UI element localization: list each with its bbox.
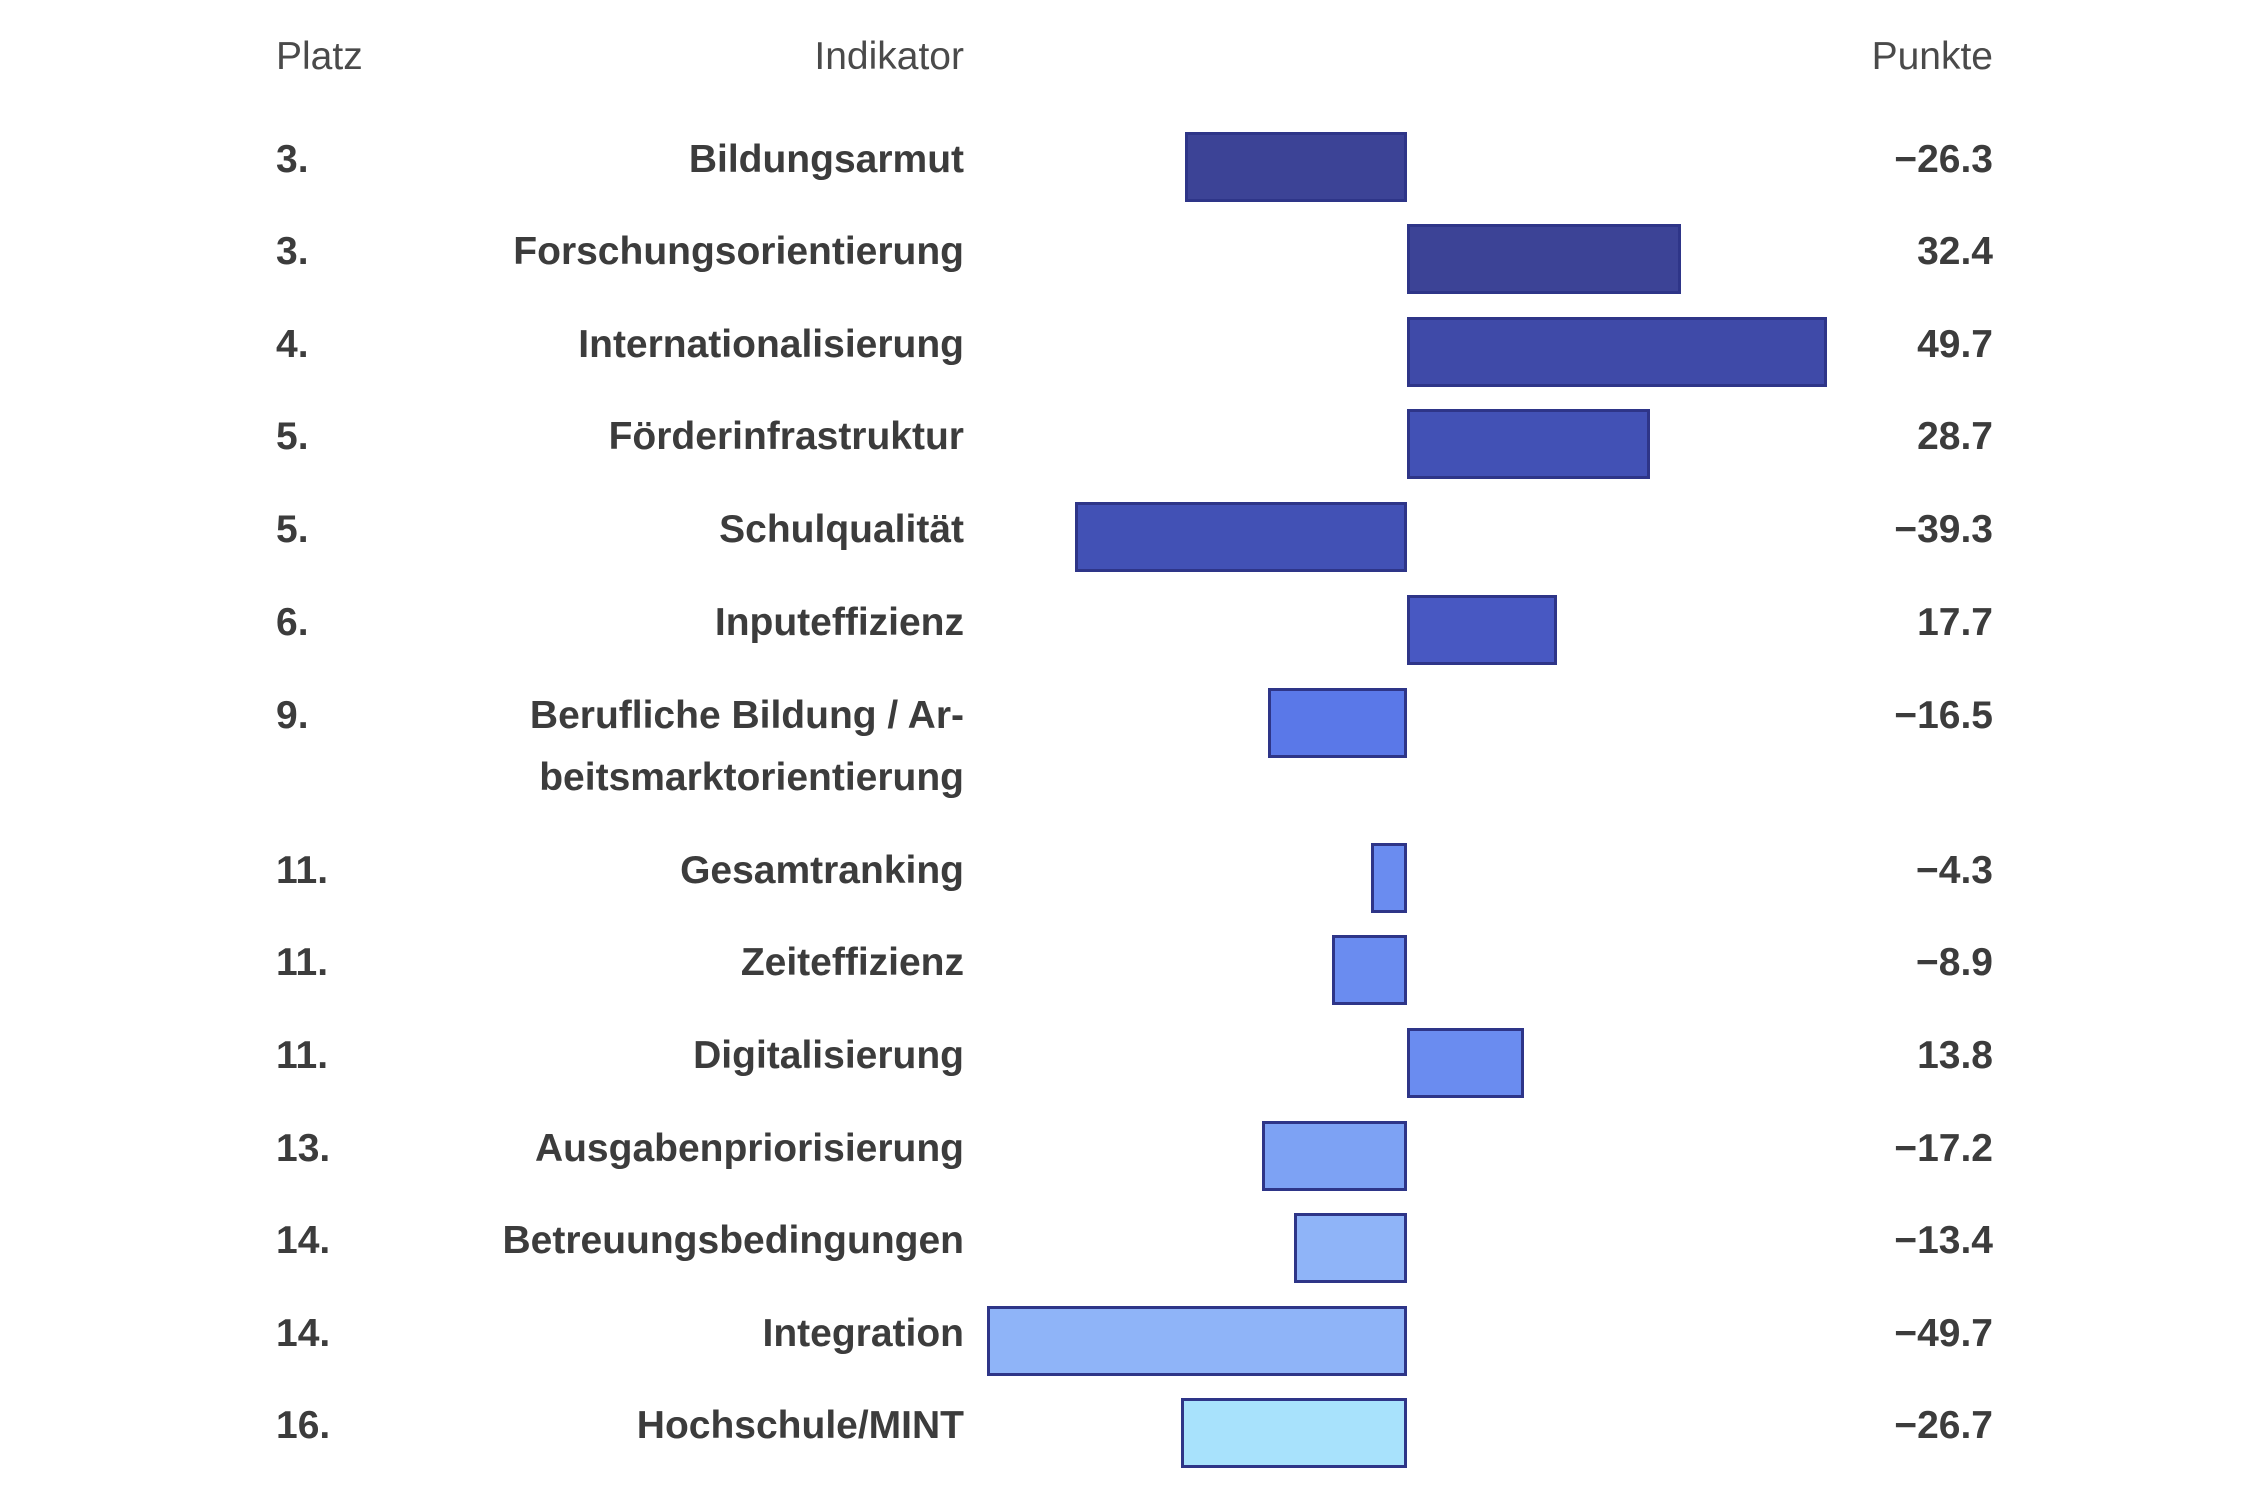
rank-label: 14. [276,1312,331,1355]
bar [1184,132,1407,202]
points-value: 13.8 [1917,1034,1993,1077]
indicator-label: Bildungsarmut [688,138,964,181]
rank-label: 3. [276,138,309,181]
bar [1370,843,1407,913]
rank-label: 6. [276,601,309,644]
indicator-label: Internationalisierung [578,323,964,366]
rank-label: 9. [276,694,309,737]
rank-label: 5. [276,508,309,551]
rank-label: 3. [276,230,309,273]
bar [987,1306,1407,1376]
rank-label: 4. [276,323,309,366]
indicator-label: Berufliche Bildung / Ar- beitsmarktorien… [529,694,964,799]
rank-label: 11. [276,941,329,984]
indicator-label: Betreuungsbedingungen [502,1219,965,1262]
points-value: −13.4 [1894,1219,1993,1262]
points-value: −16.5 [1894,694,1993,737]
rank-label: 16. [276,1404,331,1447]
points-value: −39.3 [1894,508,1993,551]
points-value: −4.3 [1916,849,1993,892]
bar [1407,1028,1524,1098]
indicator-label: Integration [762,1312,965,1355]
points-value: −49.7 [1894,1312,1993,1355]
points-value: 32.4 [1917,230,1993,273]
rank-label: 14. [276,1219,331,1262]
bar [1267,688,1407,758]
points-value: −26.3 [1894,138,1993,181]
indicator-label: Ausgabenpriorisierung [534,1127,964,1170]
bar [1407,409,1650,479]
bar [1407,224,1681,294]
bar [1331,935,1407,1005]
indicator-label: Gesamtranking [680,849,964,892]
points-value: 49.7 [1917,323,1993,366]
indicator-label: Forschungsorientierung [513,230,964,273]
indicator-label: Zeiteffizienz [740,941,964,984]
rank-label: 13. [276,1127,331,1170]
indicator-label: Schulqualität [719,508,964,551]
bar [1293,1213,1407,1283]
points-value: −26.7 [1894,1404,1993,1447]
bar [1407,317,1827,387]
header-rank: Platz [276,35,363,78]
points-value: −17.2 [1894,1127,1993,1170]
points-value: −8.9 [1916,941,1993,984]
points-value: 28.7 [1917,415,1993,458]
bar [1261,1121,1407,1191]
points-value: 17.7 [1917,601,1993,644]
rank-label: 5. [276,415,309,458]
indicator-label: Hochschule/MINT [636,1404,964,1447]
indicator-label: Digitalisierung [693,1034,964,1077]
indicator-label: Förderinfrastruktur [608,415,964,458]
bar [1074,502,1407,572]
header-indicator: Indikator [814,35,964,78]
indicator-label: Inputeffizienz [714,601,964,644]
bar [1407,595,1557,665]
header-points: Punkte [1871,35,1993,78]
rank-label: 11. [276,849,329,892]
bar [1181,1398,1407,1468]
rank-label: 11. [276,1034,329,1077]
